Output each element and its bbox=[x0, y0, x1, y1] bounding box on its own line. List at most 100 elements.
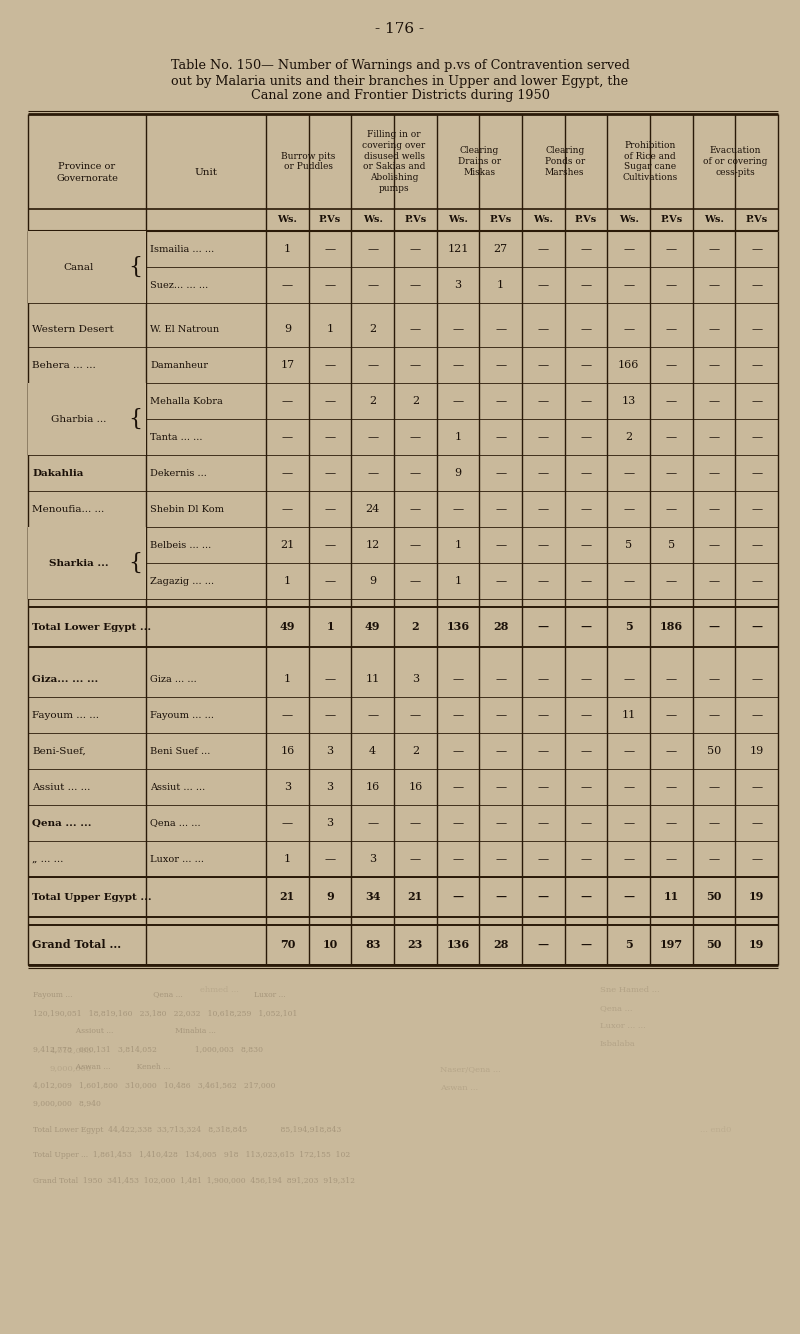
Text: —: — bbox=[410, 432, 421, 442]
Text: 83: 83 bbox=[365, 939, 381, 951]
Text: Suez... ... ...: Suez... ... ... bbox=[150, 280, 208, 289]
Text: —: — bbox=[282, 280, 293, 289]
Text: —: — bbox=[709, 432, 719, 442]
Text: —: — bbox=[410, 504, 421, 514]
Text: 9: 9 bbox=[326, 891, 334, 903]
Text: 3: 3 bbox=[369, 854, 376, 864]
Text: Ismailia ... ...: Ismailia ... ... bbox=[150, 244, 214, 253]
Text: —: — bbox=[751, 576, 762, 586]
Text: 50: 50 bbox=[707, 746, 721, 756]
Text: —: — bbox=[751, 280, 762, 289]
Text: —: — bbox=[581, 396, 591, 406]
Text: —: — bbox=[453, 891, 463, 903]
Text: —: — bbox=[325, 360, 335, 370]
Text: Ws.: Ws. bbox=[618, 216, 638, 224]
Text: —: — bbox=[751, 674, 762, 684]
Text: —: — bbox=[709, 244, 719, 253]
Text: 3: 3 bbox=[412, 674, 419, 684]
Text: 5: 5 bbox=[625, 622, 633, 632]
Text: —: — bbox=[581, 540, 591, 550]
Text: —: — bbox=[751, 432, 762, 442]
Text: Grand Total ...: Grand Total ... bbox=[32, 939, 121, 951]
Text: 9,412,778   660,131   3,814,052                1,000,003   8,830: 9,412,778 660,131 3,814,052 1,000,003 8,… bbox=[33, 1045, 263, 1053]
Text: 12: 12 bbox=[366, 540, 380, 550]
Text: —: — bbox=[538, 504, 549, 514]
Text: —: — bbox=[325, 854, 335, 864]
Text: —: — bbox=[581, 854, 591, 864]
Text: —: — bbox=[581, 818, 591, 828]
Text: —: — bbox=[495, 746, 506, 756]
Text: —: — bbox=[538, 746, 549, 756]
Text: Total Lower Egypt ...: Total Lower Egypt ... bbox=[32, 623, 151, 631]
Text: —: — bbox=[538, 324, 549, 334]
Text: —: — bbox=[666, 674, 677, 684]
Text: —: — bbox=[666, 818, 677, 828]
Text: —: — bbox=[538, 360, 549, 370]
Text: 1: 1 bbox=[326, 324, 334, 334]
Text: —: — bbox=[325, 468, 335, 478]
Text: Filling in or
covering over
disused wells
or Sakias and
Abolishing
pumps: Filling in or covering over disused well… bbox=[362, 131, 426, 193]
Text: 21: 21 bbox=[280, 540, 294, 550]
Text: 3: 3 bbox=[326, 782, 334, 792]
Text: 9,000,000   8,940: 9,000,000 8,940 bbox=[33, 1099, 101, 1107]
Text: —: — bbox=[666, 324, 677, 334]
Text: —: — bbox=[666, 782, 677, 792]
Text: 2: 2 bbox=[412, 746, 419, 756]
Text: —: — bbox=[751, 540, 762, 550]
Text: Assiut ... ...: Assiut ... ... bbox=[150, 783, 206, 791]
Text: Ws.: Ws. bbox=[534, 216, 554, 224]
Text: Beni-Suef,: Beni-Suef, bbox=[32, 747, 86, 755]
Text: Total Lower Egypt  44,422,338  33,713,324   8,318,845              85,194,918,84: Total Lower Egypt 44,422,338 33,713,324 … bbox=[33, 1126, 342, 1134]
Text: —: — bbox=[709, 324, 719, 334]
Text: —: — bbox=[495, 360, 506, 370]
Text: 9: 9 bbox=[284, 324, 291, 334]
Text: Burrow pits
or Puddles: Burrow pits or Puddles bbox=[282, 152, 336, 171]
Text: —: — bbox=[538, 576, 549, 586]
Text: —: — bbox=[410, 468, 421, 478]
Text: Behera ... ...: Behera ... ... bbox=[32, 360, 96, 370]
Text: Unit: Unit bbox=[194, 168, 218, 177]
Text: „ ... ...: „ ... ... bbox=[32, 855, 63, 863]
Text: 24: 24 bbox=[366, 504, 380, 514]
Text: 11: 11 bbox=[664, 891, 679, 903]
Text: —: — bbox=[453, 818, 463, 828]
Text: —: — bbox=[623, 854, 634, 864]
Text: 3: 3 bbox=[284, 782, 291, 792]
Text: —: — bbox=[410, 324, 421, 334]
Text: —: — bbox=[581, 360, 591, 370]
Text: Ws.: Ws. bbox=[448, 216, 468, 224]
Text: —: — bbox=[325, 396, 335, 406]
Text: —: — bbox=[538, 854, 549, 864]
Text: P.Vs: P.Vs bbox=[319, 216, 341, 224]
Text: —: — bbox=[623, 818, 634, 828]
Text: 166: 166 bbox=[618, 360, 639, 370]
Text: —: — bbox=[709, 710, 719, 720]
Text: 121: 121 bbox=[447, 244, 469, 253]
Text: Canal zone and Frontier Districts during 1950: Canal zone and Frontier Districts during… bbox=[250, 89, 550, 103]
Text: P.Vs: P.Vs bbox=[660, 216, 682, 224]
Text: —: — bbox=[538, 710, 549, 720]
Text: {: { bbox=[128, 552, 142, 574]
Text: —: — bbox=[495, 576, 506, 586]
Text: Western Desert: Western Desert bbox=[32, 324, 114, 334]
Text: 16: 16 bbox=[366, 782, 380, 792]
Text: 19: 19 bbox=[750, 746, 764, 756]
Bar bbox=[28, 231, 146, 303]
Text: —: — bbox=[623, 504, 634, 514]
Text: 13: 13 bbox=[622, 396, 636, 406]
Text: Fayoum ... ...: Fayoum ... ... bbox=[150, 711, 214, 719]
Text: Ws.: Ws. bbox=[362, 216, 382, 224]
Text: —: — bbox=[410, 576, 421, 586]
Text: —: — bbox=[282, 710, 293, 720]
Text: 21: 21 bbox=[280, 891, 295, 903]
Text: —: — bbox=[666, 710, 677, 720]
Text: 28: 28 bbox=[493, 939, 508, 951]
Text: —: — bbox=[367, 818, 378, 828]
Text: —: — bbox=[666, 360, 677, 370]
Text: Fayoum ... ...: Fayoum ... ... bbox=[32, 711, 99, 719]
Text: P.Vs: P.Vs bbox=[404, 216, 426, 224]
Text: 4,012,009   1,601,800   310,000   10,486   3,461,562   217,000: 4,012,009 1,601,800 310,000 10,486 3,461… bbox=[33, 1081, 275, 1089]
Bar bbox=[28, 383, 146, 455]
Text: 5: 5 bbox=[625, 540, 632, 550]
Text: ... end0: ... end0 bbox=[700, 1126, 731, 1134]
